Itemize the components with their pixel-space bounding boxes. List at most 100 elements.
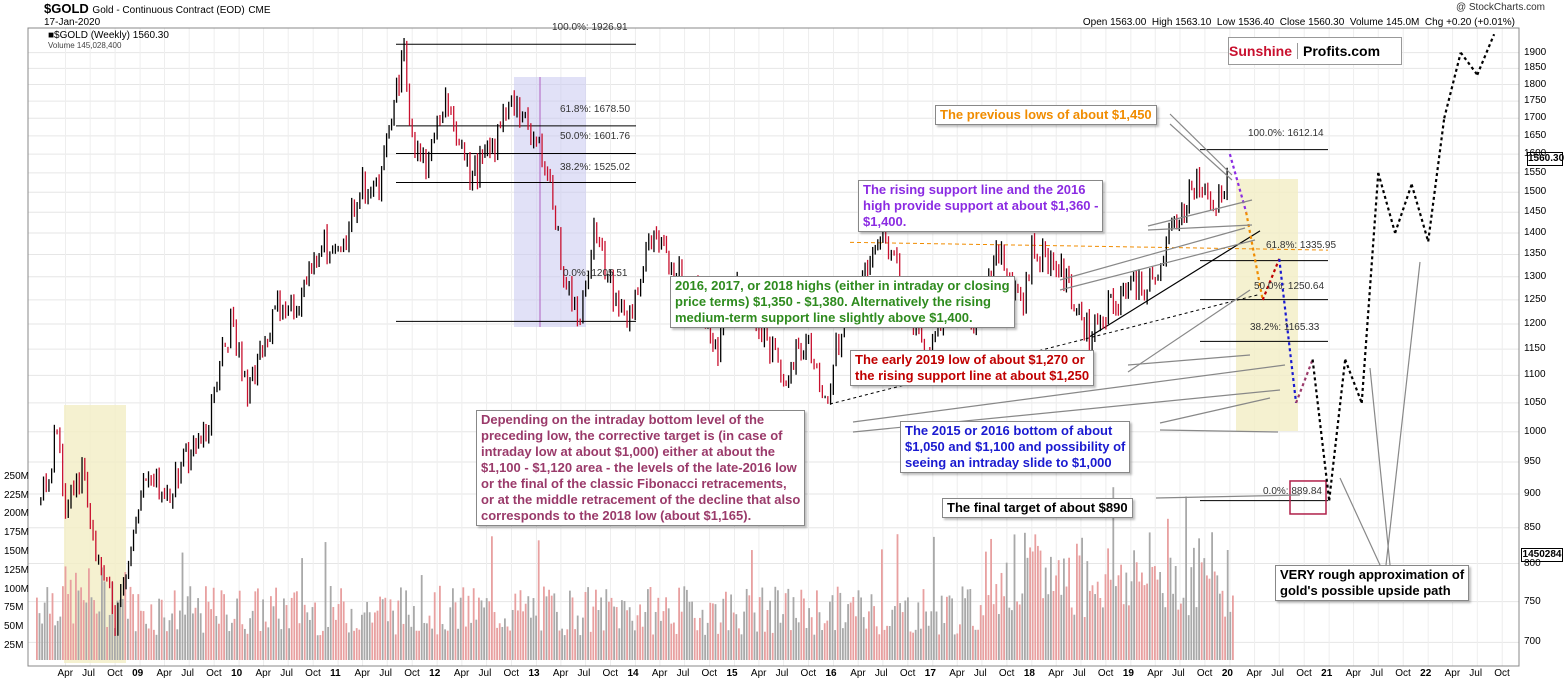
y-tick-label: 1450 [1524,206,1547,218]
connector-line [1369,367,1391,566]
chg-value: +0.20 (+0.01%) [1446,17,1515,28]
volume-bar [488,601,491,660]
volume-bar [132,594,134,660]
volume-bar [324,542,327,660]
volume-bar [732,612,735,660]
volume-bar [173,590,176,660]
volume-bar [231,622,233,660]
volume-bar [472,588,475,660]
x-tick-label: 13 [528,668,540,679]
volume-bar [998,614,1000,660]
volume-bar [701,609,704,660]
volume-bar [241,624,244,660]
volume-bar [602,630,605,660]
volume-bar [119,599,121,660]
volume-bar [673,622,675,660]
volume-bar [355,628,358,660]
volume-bar [709,602,712,660]
volume-bar [374,612,376,660]
volume-bar [75,572,77,660]
volume-bar [1221,590,1224,660]
volume-bar [480,600,483,660]
volume-bar [267,627,270,660]
x-tick-label: Oct [998,668,1015,679]
connector-line [1127,354,1251,366]
volume-bar [210,609,212,660]
volume-bar [59,616,62,660]
fib-label-0-a: 0.0%: 1205.51 [563,268,628,279]
volume-bar [652,634,654,660]
volume-bar [1099,597,1102,660]
volume-bar [1060,594,1063,660]
volume-bar [647,589,649,660]
x-tick-label: Apr [354,668,371,679]
volume-bar [1055,575,1057,660]
note-bottom-2015: The 2015 or 2016 bottom of about $1,050 … [900,421,1131,473]
sunshine-profits-logo: Sunshine Profits.com [1228,37,1402,65]
volume-bar [433,592,436,660]
x-tick-label: 11 [330,668,341,679]
volume-tick-label: 100M [4,583,30,595]
volume-bar [376,610,379,660]
volume-bar [995,584,998,660]
volume-bar [595,589,597,660]
volume-bar [350,608,353,660]
volume-bar [795,617,797,660]
volume-bar [855,616,857,660]
x-tick-label: Apr [453,668,470,679]
volume-bar [452,588,454,660]
volume-bar [69,579,72,660]
volume-bar [771,632,774,660]
high-value: 1563.10 [1175,17,1212,28]
volume-bar [1029,547,1031,660]
volume-bar [912,632,914,660]
x-tick-label: Oct [503,668,520,679]
volume-bar [524,603,527,660]
volume-bar [441,624,444,660]
volume-tick-label: 225M [4,489,30,501]
volume-bar [410,626,413,660]
volume-bar [95,613,98,660]
x-tick-label: Oct [1196,668,1213,679]
volume-bar [566,629,569,660]
volume-bar [675,633,678,660]
volume-bar [108,614,111,660]
x-tick-label: Apr [1444,668,1461,679]
volume-bar [80,587,82,660]
volume-bar [67,594,69,660]
volume-bar [283,598,285,660]
volume-bar [397,600,400,660]
volume-bar [592,606,595,660]
volume-bar [865,628,868,660]
volume-bar [1091,585,1094,660]
volume-bar [361,614,363,660]
volume-bar [896,534,899,660]
volume-bar [228,631,231,660]
volume-bar [1200,562,1203,660]
volume-bar [134,631,137,660]
volume-bar [626,610,628,660]
symbol-name: Gold - Continuous Contract (EOD) [92,5,245,16]
x-tick-label: Apr [552,668,569,679]
volume-bar [563,635,566,660]
volume-bar [1083,617,1086,660]
volume-bar [1115,586,1117,660]
volume-bar [852,596,855,660]
volume-bar [576,615,579,660]
volume-bar [826,620,829,660]
path-segment [1344,359,1363,404]
volume-bar [766,610,769,660]
copyright-link[interactable]: @ StockCharts.com [1455,2,1545,13]
volume-bar [782,614,784,660]
volume-label: Volume [1349,17,1384,28]
volume-bar [943,622,946,660]
volume-value: 145.0M [1386,17,1420,28]
volume-bar [761,587,764,660]
volume-bar [1190,567,1193,660]
volume-bar [1094,594,1096,660]
volume-bar [878,634,881,660]
volume-bar [784,593,787,660]
x-tick-label: Oct [701,668,718,679]
volume-bar [1000,572,1003,660]
volume-bar [257,588,259,660]
